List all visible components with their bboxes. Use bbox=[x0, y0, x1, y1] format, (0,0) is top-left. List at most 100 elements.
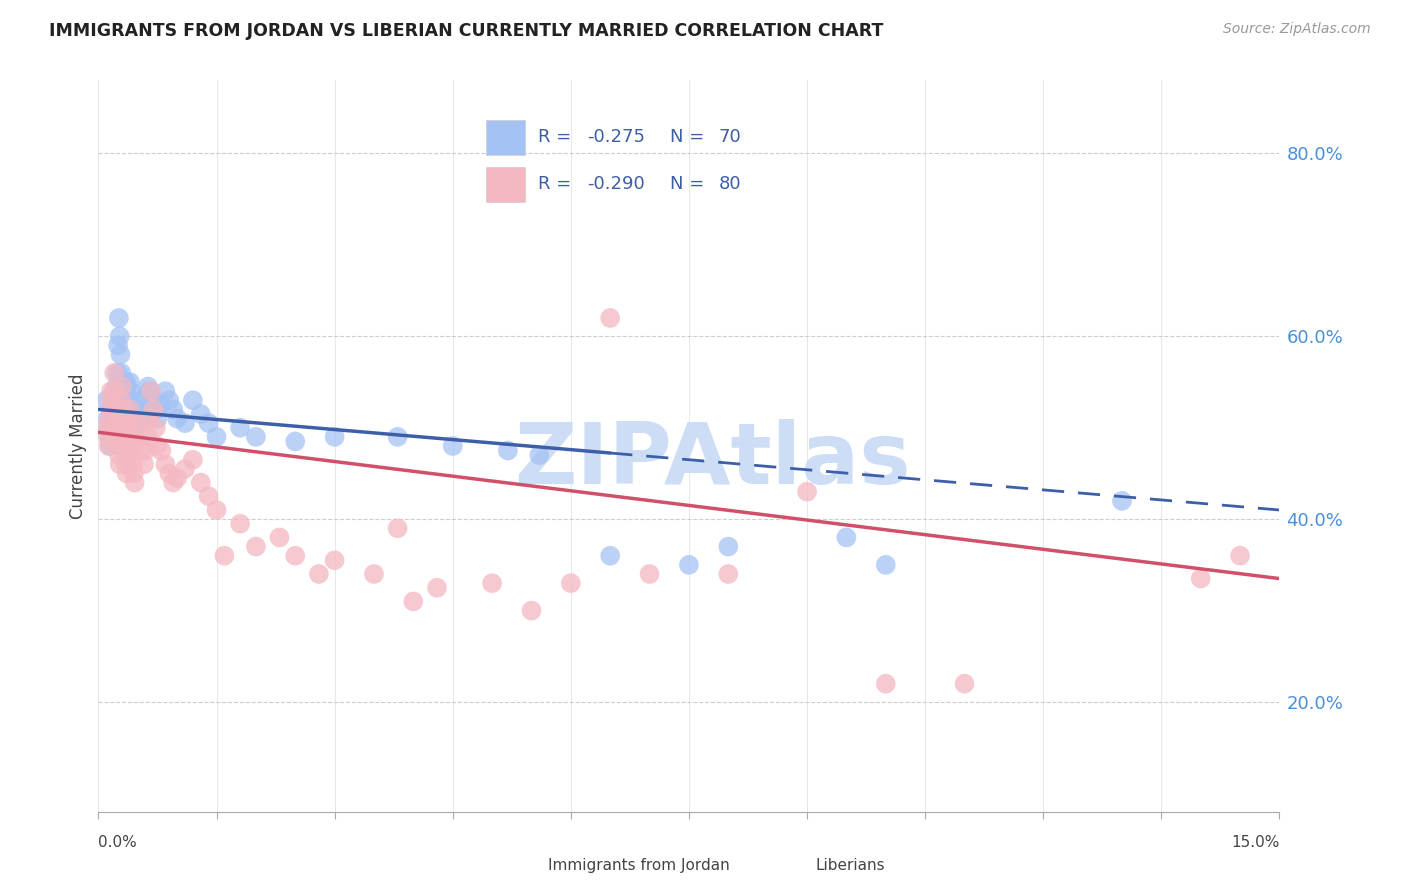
Y-axis label: Currently Married: Currently Married bbox=[69, 373, 87, 519]
Point bbox=[118, 402, 141, 417]
Point bbox=[529, 448, 551, 462]
Point bbox=[205, 430, 228, 444]
Point bbox=[122, 430, 145, 444]
Point bbox=[157, 467, 180, 481]
Point bbox=[190, 475, 212, 490]
Point bbox=[520, 603, 543, 617]
Point bbox=[105, 430, 128, 444]
Point bbox=[441, 439, 464, 453]
Point bbox=[128, 416, 150, 430]
Point bbox=[284, 434, 307, 449]
Point bbox=[135, 389, 157, 403]
Point bbox=[105, 416, 128, 430]
Text: 0.0%: 0.0% bbox=[98, 835, 138, 849]
Point bbox=[835, 530, 858, 544]
Point bbox=[162, 402, 184, 417]
Point bbox=[107, 338, 129, 352]
Point bbox=[136, 430, 159, 444]
Point bbox=[205, 503, 228, 517]
Text: Immigrants from Jordan: Immigrants from Jordan bbox=[548, 858, 730, 872]
Point bbox=[104, 402, 127, 417]
Point bbox=[118, 375, 141, 389]
Point bbox=[245, 430, 267, 444]
Point bbox=[426, 581, 449, 595]
Point bbox=[157, 393, 180, 408]
Point bbox=[387, 521, 409, 535]
Point bbox=[108, 457, 131, 471]
Point bbox=[114, 393, 136, 408]
Point bbox=[108, 329, 131, 343]
Point bbox=[1189, 572, 1212, 586]
Point bbox=[162, 475, 184, 490]
Point bbox=[115, 457, 138, 471]
Point bbox=[110, 411, 132, 425]
Point bbox=[121, 411, 143, 425]
Point bbox=[308, 567, 330, 582]
Text: Source: ZipAtlas.com: Source: ZipAtlas.com bbox=[1223, 22, 1371, 37]
Point bbox=[323, 553, 346, 567]
Point bbox=[100, 384, 122, 398]
Point bbox=[98, 393, 121, 408]
Point bbox=[638, 567, 661, 582]
Point bbox=[496, 443, 519, 458]
Point bbox=[98, 430, 121, 444]
Point bbox=[131, 443, 153, 458]
Point bbox=[155, 384, 177, 398]
Point bbox=[197, 489, 219, 503]
Point bbox=[110, 348, 132, 362]
Point bbox=[229, 516, 252, 531]
Point bbox=[717, 540, 740, 554]
Point bbox=[115, 379, 138, 393]
Point bbox=[1229, 549, 1251, 563]
Point bbox=[118, 411, 141, 425]
Point bbox=[101, 430, 124, 444]
Point bbox=[166, 471, 188, 485]
Point bbox=[150, 443, 173, 458]
Point bbox=[100, 402, 122, 417]
Point bbox=[145, 402, 167, 417]
Point bbox=[174, 416, 197, 430]
Point bbox=[229, 421, 252, 435]
Point bbox=[120, 384, 142, 398]
Point bbox=[103, 384, 125, 398]
Point bbox=[181, 452, 204, 467]
Point bbox=[141, 384, 163, 398]
Point bbox=[114, 443, 136, 458]
Point bbox=[146, 411, 169, 425]
Point bbox=[105, 366, 128, 380]
Point bbox=[115, 375, 138, 389]
Point bbox=[875, 676, 897, 690]
Point bbox=[560, 576, 582, 591]
Point bbox=[112, 416, 135, 430]
Point bbox=[599, 549, 621, 563]
Point bbox=[111, 384, 134, 398]
Point bbox=[129, 430, 152, 444]
Point bbox=[121, 398, 143, 412]
Point bbox=[110, 393, 132, 408]
Point bbox=[96, 393, 118, 408]
Point bbox=[97, 421, 120, 435]
Point bbox=[796, 484, 818, 499]
Point bbox=[138, 411, 160, 425]
Point bbox=[269, 530, 291, 544]
Point bbox=[387, 430, 409, 444]
Point bbox=[101, 402, 124, 417]
Point bbox=[117, 402, 139, 417]
Point bbox=[245, 540, 267, 554]
Point bbox=[103, 430, 125, 444]
Point bbox=[214, 549, 236, 563]
Point bbox=[136, 379, 159, 393]
Point bbox=[122, 457, 145, 471]
Text: ZIPAtlas: ZIPAtlas bbox=[515, 419, 911, 502]
Text: 15.0%: 15.0% bbox=[1232, 835, 1279, 849]
Point bbox=[104, 402, 127, 417]
Point bbox=[284, 549, 307, 563]
Point bbox=[145, 421, 167, 435]
Point bbox=[875, 558, 897, 572]
Point bbox=[717, 567, 740, 582]
Point bbox=[112, 416, 135, 430]
Point bbox=[98, 411, 121, 425]
Point bbox=[481, 576, 503, 591]
Point bbox=[112, 430, 135, 444]
Point bbox=[108, 448, 131, 462]
